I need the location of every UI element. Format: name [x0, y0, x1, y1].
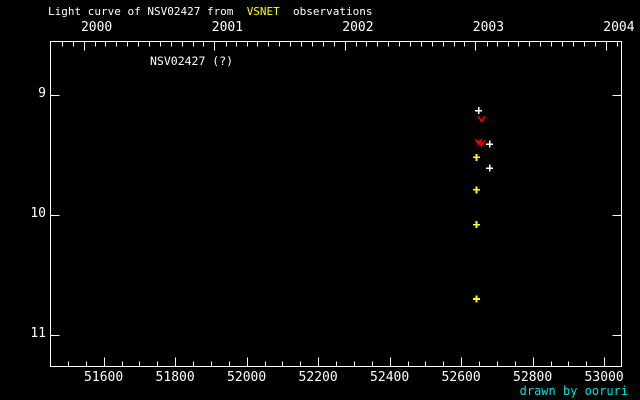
data-point-v-band-observation — [472, 295, 480, 303]
year-tick-label: 2001 — [211, 20, 244, 35]
data-point-v-band-observation — [472, 153, 480, 161]
x-tick-label: 51600 — [84, 370, 124, 385]
y-tick-label: 10 — [30, 205, 46, 221]
x-tick-label: 52400 — [370, 370, 410, 385]
y-tick-label: 11 — [30, 325, 46, 341]
data-point-fainter-than-limit — [477, 115, 486, 124]
credit-text: drawn by ooruri — [519, 384, 628, 398]
x-tick-label: 52800 — [513, 370, 553, 385]
plot-frame — [50, 41, 622, 367]
chart-title: Light curve of NSV02427 from VSNET obser… — [48, 5, 373, 18]
year-tick-label: 2004 — [603, 20, 635, 35]
x-tick-label: 52600 — [441, 370, 481, 385]
data-point-fainter-than-limit — [477, 139, 486, 148]
x-tick-label: 53000 — [584, 370, 624, 385]
data-point-visual-observation — [475, 107, 483, 115]
data-point-fainter-than-limit — [474, 138, 483, 146]
year-tick-label: 2002 — [342, 20, 374, 35]
title-prefix: Light curve of NSV02427 from — [48, 5, 247, 18]
x-tick-label: 51800 — [155, 370, 195, 385]
object-label: NSV02427 (?) — [150, 54, 234, 68]
data-point-visual-observation — [486, 164, 494, 172]
year-tick-label: 2000 — [80, 20, 113, 35]
year-tick-label: 2003 — [472, 20, 505, 35]
title-suffix: observations — [279, 5, 373, 18]
data-point-visual-observation — [486, 140, 494, 148]
x-tick-label: 52000 — [227, 370, 267, 385]
x-tick-label: 52200 — [298, 370, 338, 385]
title-vsnet: VSNET — [246, 5, 280, 18]
data-point-v-band-observation — [472, 186, 480, 194]
y-tick-label: 9 — [38, 85, 46, 101]
data-point-v-band-observation — [472, 221, 480, 229]
